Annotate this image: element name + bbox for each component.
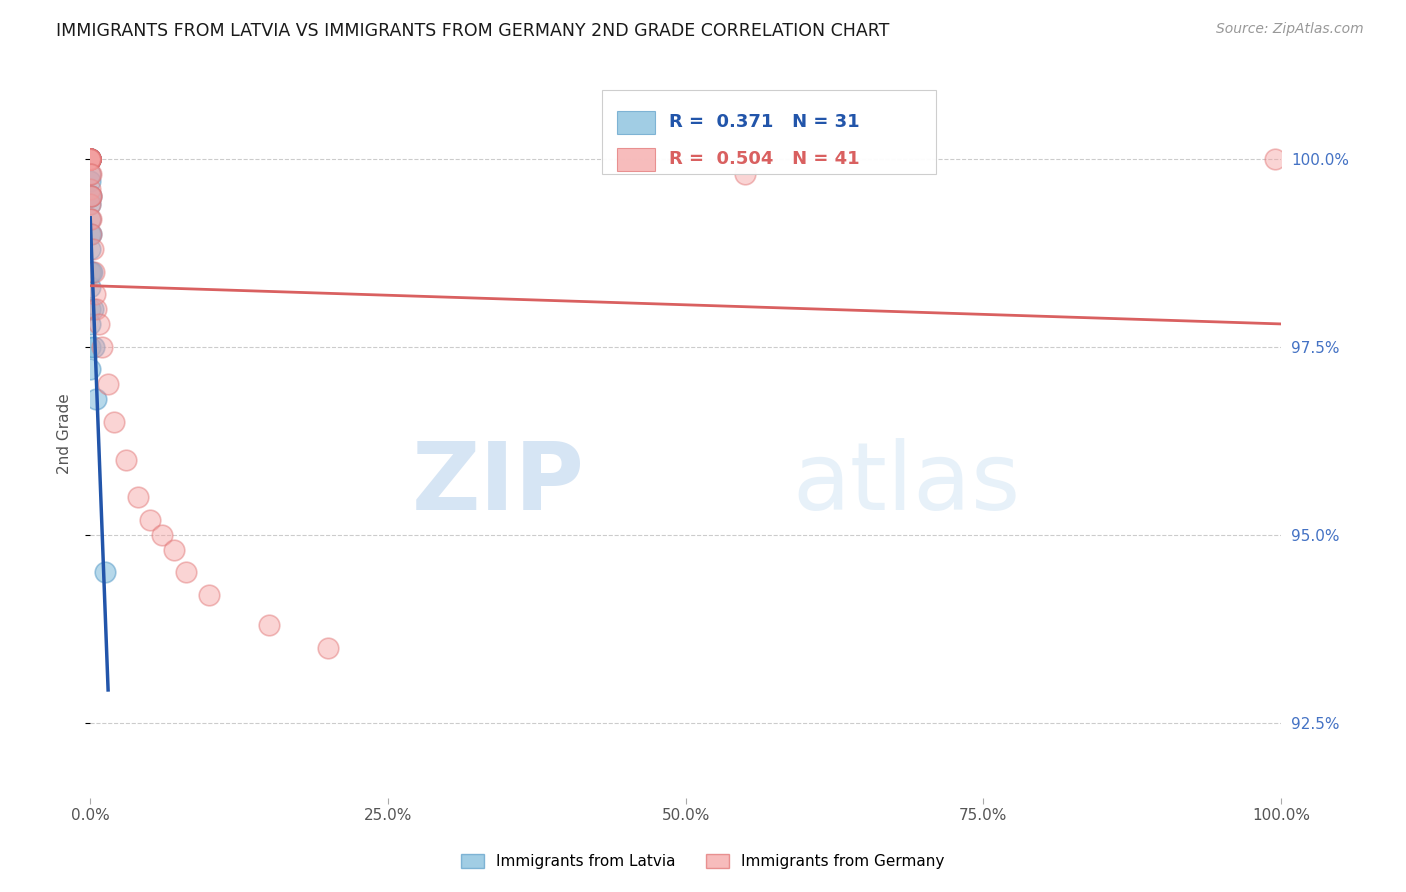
Point [79, 152, 101, 166]
Text: ZIP: ZIP [412, 438, 585, 531]
Point [79, 227, 101, 241]
Point [80, 264, 103, 278]
Point [257, 618, 280, 632]
Text: IMMIGRANTS FROM LATVIA VS IMMIGRANTS FROM GERMANY 2ND GRADE CORRELATION CHART: IMMIGRANTS FROM LATVIA VS IMMIGRANTS FRO… [56, 22, 890, 40]
Point [79, 152, 101, 166]
Point [79, 152, 101, 166]
Point [79, 197, 101, 211]
Point [79, 174, 101, 188]
Point [80, 189, 103, 203]
Point [139, 513, 162, 527]
Point [79, 152, 101, 166]
Text: R =  0.371   N = 31: R = 0.371 N = 31 [669, 113, 859, 131]
Point [83, 340, 105, 354]
Point [79, 152, 101, 166]
Text: atlas: atlas [793, 438, 1021, 531]
Point [162, 542, 184, 557]
Point [79, 152, 101, 166]
Point [79, 211, 101, 226]
Point [79, 152, 101, 166]
Point [150, 528, 173, 542]
Point [93, 566, 115, 580]
Point [79, 152, 101, 166]
Point [79, 152, 101, 166]
FancyBboxPatch shape [617, 147, 655, 171]
Point [174, 566, 197, 580]
FancyBboxPatch shape [602, 90, 936, 174]
Point [79, 152, 101, 166]
Point [97, 377, 120, 392]
Point [79, 152, 101, 166]
Point [79, 152, 101, 166]
Point [84, 302, 107, 317]
Point [91, 340, 114, 354]
Point [1264, 152, 1286, 166]
Point [79, 317, 101, 331]
Point [79, 197, 101, 211]
Point [80, 227, 103, 241]
Point [79, 340, 101, 354]
Point [79, 152, 101, 166]
Point [79, 152, 101, 166]
Point [80, 167, 103, 181]
Point [79, 279, 101, 293]
Point [79, 152, 101, 166]
Point [79, 152, 101, 166]
Point [79, 362, 101, 376]
Point [103, 415, 125, 429]
Point [79, 182, 101, 196]
Point [79, 242, 101, 256]
Point [80, 227, 103, 241]
Text: Source: ZipAtlas.com: Source: ZipAtlas.com [1216, 22, 1364, 37]
Point [84, 392, 107, 407]
Point [127, 490, 149, 504]
Point [318, 640, 340, 655]
Point [79, 167, 101, 181]
Point [79, 189, 101, 203]
Point [79, 152, 101, 166]
Point [83, 264, 105, 278]
FancyBboxPatch shape [617, 111, 655, 134]
Text: R =  0.504   N = 41: R = 0.504 N = 41 [669, 150, 859, 169]
Point [82, 242, 104, 256]
Point [79, 152, 101, 166]
Point [79, 152, 101, 166]
Point [79, 152, 101, 166]
Point [82, 302, 104, 317]
Point [79, 152, 101, 166]
Point [79, 211, 101, 226]
Point [734, 167, 756, 181]
Point [80, 189, 103, 203]
Y-axis label: 2nd Grade: 2nd Grade [58, 392, 72, 474]
Legend: Immigrants from Latvia, Immigrants from Germany: Immigrants from Latvia, Immigrants from … [456, 848, 950, 875]
Point [198, 588, 221, 602]
Point [80, 211, 103, 226]
Point [79, 302, 101, 317]
Point [79, 167, 101, 181]
Point [79, 264, 101, 278]
Point [87, 317, 110, 331]
Point [84, 287, 107, 301]
Point [79, 152, 101, 166]
Point [115, 452, 138, 467]
Point [79, 152, 101, 166]
Point [80, 189, 103, 203]
Point [80, 264, 103, 278]
